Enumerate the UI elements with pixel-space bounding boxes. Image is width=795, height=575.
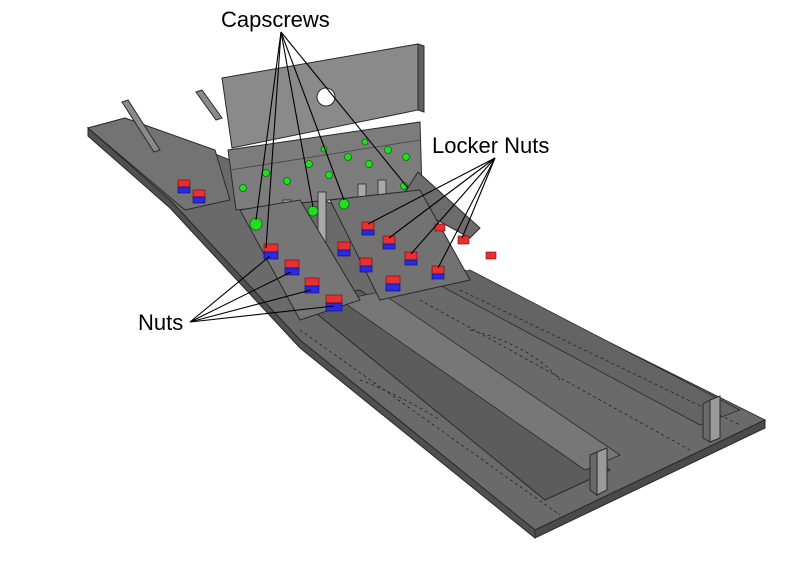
rear-web-right xyxy=(195,89,223,121)
locker-nuts-group xyxy=(361,221,497,280)
nut-stack xyxy=(385,275,401,292)
nut-stack xyxy=(337,241,351,257)
locker-nut xyxy=(361,221,375,236)
nut-stack xyxy=(284,259,300,276)
nut-stack xyxy=(325,294,343,312)
capscrew-head xyxy=(365,160,373,168)
capscrew-head xyxy=(384,146,392,154)
center-channel-inner xyxy=(338,291,621,471)
splice-plate-bend xyxy=(229,139,421,171)
capscrew-head xyxy=(239,184,247,192)
nuts-group xyxy=(177,179,401,312)
nut-stack xyxy=(177,179,191,194)
capscrew-head xyxy=(305,160,313,168)
locker-nuts-label: Locker Nuts xyxy=(432,133,549,158)
front-web-2 xyxy=(709,395,721,443)
locker-nut xyxy=(457,235,470,245)
locker-nuts-leaders xyxy=(367,157,496,269)
locker-nut xyxy=(404,251,418,266)
lifting-hole xyxy=(316,87,336,107)
capscrew-head xyxy=(402,153,410,161)
beam-assembly xyxy=(86,89,767,540)
dash-line-4 xyxy=(359,379,441,421)
base-flange-left xyxy=(239,199,361,321)
locker-nut xyxy=(485,251,497,260)
gusset xyxy=(399,171,481,239)
front-web-1 xyxy=(596,447,608,496)
capscrew-head xyxy=(325,171,333,179)
rear-web-left xyxy=(121,99,161,153)
capscrew-head xyxy=(307,205,319,217)
dash-line-3 xyxy=(459,289,741,426)
capscrew-head xyxy=(283,177,291,185)
nut-stack xyxy=(263,243,279,260)
nut-stack xyxy=(359,257,373,273)
locker-nut xyxy=(431,265,445,280)
front-web-2-side xyxy=(702,399,711,443)
dash-line-1 xyxy=(299,329,561,516)
deck-edge-left xyxy=(87,126,536,540)
rear-deck xyxy=(86,117,231,211)
nut-stack xyxy=(192,189,206,204)
capscrews-label: Capscrews xyxy=(221,7,330,32)
capscrews-leaders xyxy=(255,31,409,249)
splice-plate-assembly xyxy=(221,43,481,321)
nuts-label: Nuts xyxy=(138,310,183,335)
nut-stack xyxy=(304,277,320,294)
front-web-1-side xyxy=(589,451,598,496)
locker-nut xyxy=(382,235,396,250)
capscrew-head xyxy=(262,169,270,177)
dash-line-5 xyxy=(469,329,561,381)
capscrew-head xyxy=(344,153,352,161)
lifting-plate-edge xyxy=(417,43,425,113)
capscrew-head xyxy=(338,198,350,210)
locker-nut xyxy=(434,223,446,232)
capscrew-head xyxy=(361,138,369,146)
nuts-leaders xyxy=(189,255,335,323)
